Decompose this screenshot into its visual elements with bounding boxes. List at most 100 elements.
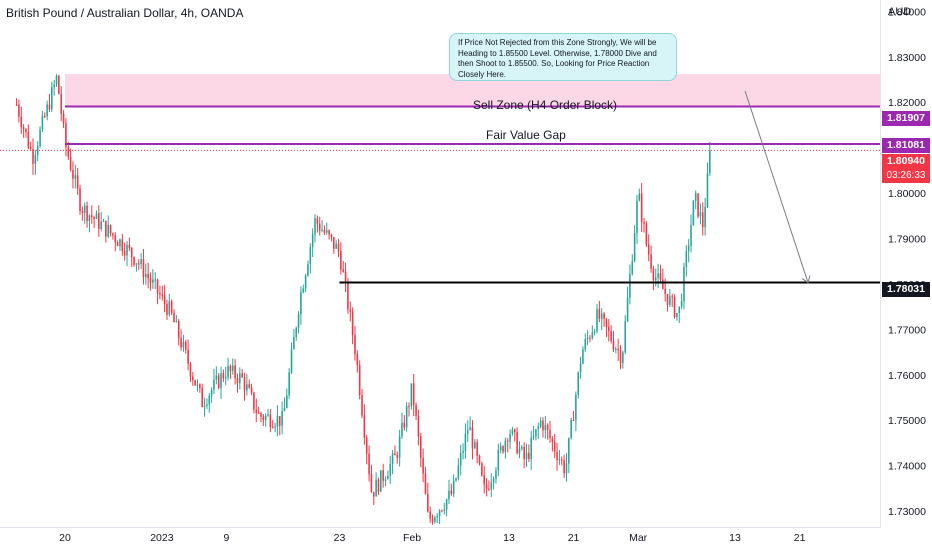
candle — [584, 333, 587, 353]
candle-body — [316, 218, 319, 224]
candle — [215, 366, 218, 385]
candle-body — [417, 416, 420, 437]
candle-body — [328, 230, 330, 235]
candle — [657, 263, 659, 288]
candle — [147, 262, 149, 289]
candle-body — [283, 407, 286, 412]
candle-body — [126, 244, 128, 256]
candle-body — [694, 193, 697, 201]
candle — [685, 244, 688, 277]
candle — [39, 126, 41, 148]
candle-body — [107, 225, 110, 237]
candle — [466, 420, 469, 442]
candle — [434, 515, 436, 524]
candle-body — [255, 409, 258, 413]
x-tick-label: 9 — [224, 532, 230, 544]
candle-body — [434, 517, 436, 522]
candle — [304, 273, 307, 293]
candle — [370, 464, 373, 493]
candle — [246, 373, 248, 396]
y-tick-label: 1.84000 — [888, 6, 926, 18]
candle-body — [311, 234, 314, 247]
candle — [349, 301, 352, 322]
candle-body — [431, 518, 434, 522]
candle — [130, 247, 133, 268]
candle-body — [184, 341, 187, 350]
candle — [640, 183, 643, 233]
candle-body — [687, 245, 690, 252]
candle-body — [194, 380, 196, 386]
candle — [492, 476, 495, 490]
candle — [351, 307, 354, 345]
candle-body — [201, 388, 204, 408]
candle-body — [309, 246, 312, 265]
candle-body — [455, 478, 457, 481]
candle-body — [389, 464, 392, 477]
candle — [156, 278, 159, 305]
candle — [361, 389, 363, 419]
candle-body — [65, 123, 67, 147]
x-tick-label: 21 — [568, 532, 580, 544]
candle — [511, 426, 514, 436]
candle-body — [269, 414, 272, 427]
candle-body — [290, 349, 293, 373]
candle — [615, 346, 617, 354]
candle-body — [48, 104, 51, 110]
x-tick-label: Feb — [403, 532, 421, 544]
candle — [112, 232, 114, 240]
candle-body — [474, 442, 476, 449]
candle-body — [337, 243, 340, 251]
candle — [405, 402, 408, 432]
candle-body — [276, 416, 279, 427]
candle-body — [568, 437, 570, 464]
candle — [516, 427, 518, 455]
candle-body — [130, 247, 133, 258]
candle — [589, 335, 591, 343]
candle-body — [175, 320, 178, 323]
candle — [523, 442, 525, 469]
candle-body — [542, 420, 544, 431]
candle-body — [370, 474, 373, 492]
candle-body — [62, 113, 65, 124]
candle-body — [478, 455, 481, 464]
candle-body — [109, 225, 112, 234]
analysis-note[interactable]: If Price Not Rejected from this Zone Str… — [449, 33, 677, 81]
candle-body — [499, 446, 502, 451]
candle — [542, 417, 544, 438]
candle-body — [640, 193, 643, 223]
candle-body — [643, 222, 645, 224]
candle-body — [669, 296, 671, 305]
candle — [184, 339, 187, 354]
candle-body — [262, 416, 265, 421]
candle-body — [586, 337, 589, 340]
candle — [678, 306, 681, 323]
candle — [278, 416, 281, 436]
candle-body — [391, 453, 394, 465]
candle — [457, 458, 460, 481]
candle-body — [295, 327, 298, 338]
candle — [163, 284, 166, 313]
candle — [166, 299, 168, 321]
candle-body — [100, 221, 102, 229]
candle-body — [46, 104, 48, 117]
candle-body — [34, 154, 37, 164]
candle-body — [403, 422, 406, 428]
candle-body — [288, 372, 290, 396]
candle — [384, 476, 387, 487]
candle-body — [123, 251, 126, 256]
candle — [283, 397, 286, 412]
candle — [248, 379, 251, 389]
candle — [51, 81, 53, 113]
candle — [32, 138, 34, 175]
candle — [382, 463, 384, 488]
candle-body — [302, 288, 305, 293]
candle — [325, 222, 328, 235]
candle-body — [706, 173, 709, 208]
candle — [539, 417, 542, 429]
candle-body — [603, 313, 605, 319]
candle — [90, 205, 93, 224]
candle — [135, 263, 138, 272]
candle — [662, 268, 664, 290]
candle — [701, 202, 704, 236]
